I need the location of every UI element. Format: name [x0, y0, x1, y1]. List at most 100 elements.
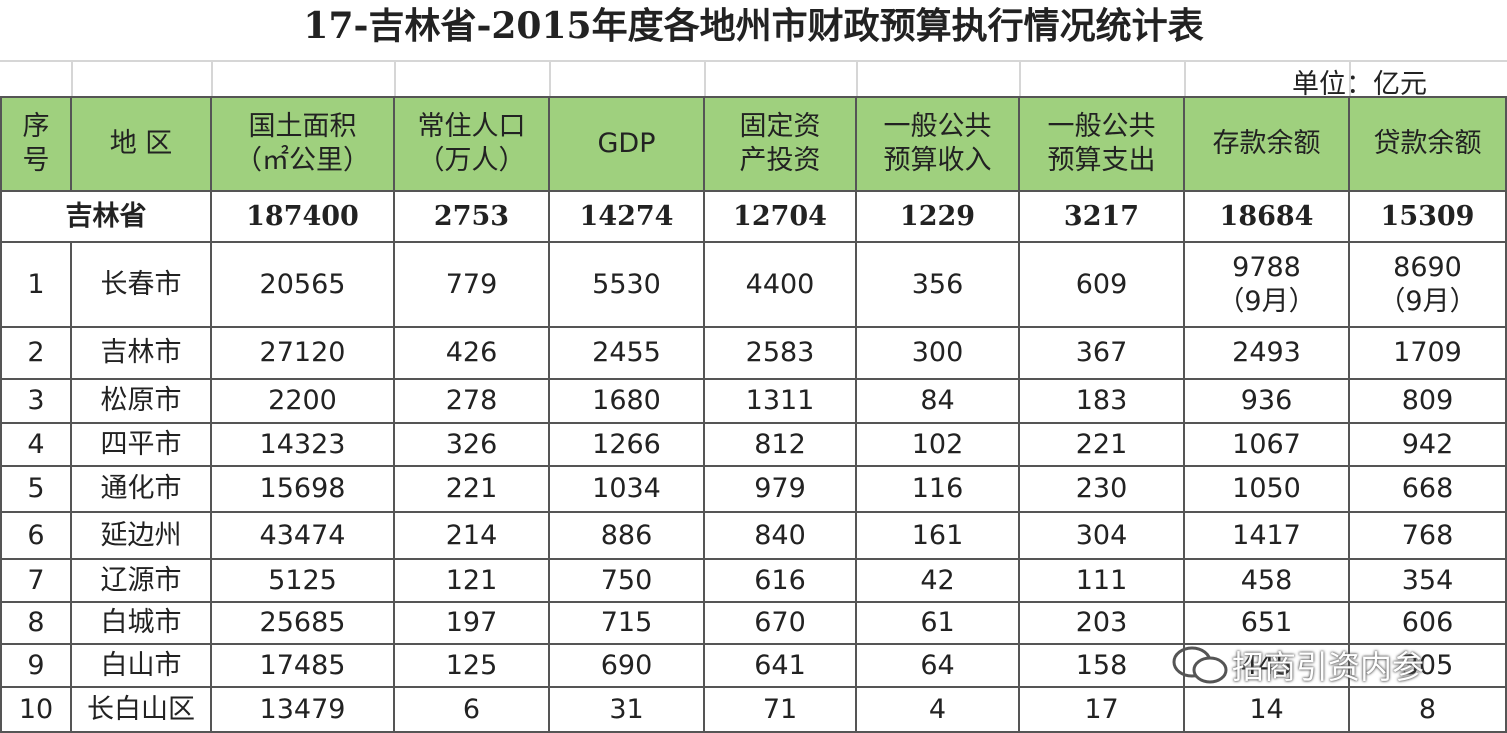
cell-text: GDP: [597, 128, 656, 160]
cell-text: 1034: [592, 473, 661, 505]
cell-text: 2493: [1232, 337, 1301, 369]
data-cell: 1417: [1185, 513, 1350, 560]
cell-text: 7: [27, 564, 45, 596]
data-cell: 668: [1350, 467, 1507, 513]
cell-text: 651: [1240, 607, 1293, 639]
sheet-gridline: [394, 60, 396, 98]
cell-text: 常住人口: [417, 111, 526, 143]
data-cell: 白城市: [72, 603, 212, 645]
cell-text: 4: [928, 693, 947, 725]
cell-text: 71: [762, 693, 798, 725]
data-cell: 15698: [212, 467, 395, 513]
data-cell: 5: [0, 467, 72, 513]
data-cell: 14: [1185, 688, 1350, 733]
cell-text: 5: [27, 473, 45, 505]
total-cell: 3217: [1020, 192, 1185, 243]
data-cell: 10: [0, 688, 72, 733]
cell-text: （9月）: [1217, 285, 1316, 317]
cell-text: 长白山区: [87, 693, 195, 725]
data-cell: 197: [395, 603, 550, 645]
data-cell: 125: [395, 645, 550, 688]
data-cell: 641: [705, 645, 857, 688]
data-cell: 43474: [212, 513, 395, 560]
cell-text: 161: [911, 519, 964, 551]
sheet-gridline: [211, 60, 213, 98]
total-cell: 14274: [550, 192, 705, 243]
data-cell: 长春市: [72, 243, 212, 328]
data-cell: 840: [705, 513, 857, 560]
data-cell: 354: [1350, 560, 1507, 603]
cell-text: 存款余额: [1212, 128, 1321, 160]
cell-text: 3: [27, 385, 45, 417]
cell-text: 942: [1401, 428, 1454, 460]
data-cell: 3: [0, 380, 72, 424]
data-cell: 8: [1350, 688, 1507, 733]
data-cell: 64: [857, 645, 1020, 688]
cell-text: 14323: [259, 428, 346, 460]
data-cell: 161: [857, 513, 1020, 560]
data-cell: 1067: [1185, 424, 1350, 467]
data-cell: 1050: [1185, 467, 1350, 513]
cell-text: 18684: [1219, 200, 1314, 232]
header-cell: 存款余额: [1185, 98, 1350, 192]
cell-text: 61: [920, 607, 955, 639]
data-cell: 71: [705, 688, 857, 733]
header-cell: 序号: [0, 98, 72, 192]
cell-text: 9: [27, 649, 45, 681]
data-cell: 367: [1020, 328, 1185, 380]
data-cell: 1311: [705, 380, 857, 424]
cell-text: 2: [27, 337, 45, 369]
cell-text: 17: [1084, 693, 1119, 725]
cell-text: 121: [445, 564, 498, 596]
cell-text: 国土面积: [248, 111, 357, 143]
data-cell: 5125: [212, 560, 395, 603]
cell-text: 13479: [259, 693, 346, 725]
data-cell: 606: [1350, 603, 1507, 645]
cell-text: 预算收入: [883, 145, 992, 176]
data-cell: 6: [395, 688, 550, 733]
cell-text: 183: [1075, 385, 1128, 417]
cell-text: 号: [22, 145, 50, 176]
cell-text: 27120: [259, 337, 346, 369]
data-cell: 979: [705, 467, 857, 513]
data-cell: 426: [395, 328, 550, 380]
data-cell: 214: [395, 513, 550, 560]
cell-text: 1067: [1232, 428, 1301, 460]
cell-text: 715: [600, 607, 653, 639]
data-cell: 158: [1020, 645, 1185, 688]
cell-text: 吉林省: [65, 200, 147, 232]
sheet-gridline: [549, 60, 551, 98]
data-cell: 84: [857, 380, 1020, 424]
cell-text: 8: [27, 607, 45, 639]
data-cell: 809: [1350, 380, 1507, 424]
cell-text: 304: [1075, 519, 1128, 551]
cell-text: 15309: [1380, 200, 1475, 232]
cell-text: 1050: [1232, 473, 1301, 505]
data-cell: 750: [550, 560, 705, 603]
cell-text: 305: [1401, 649, 1454, 681]
data-cell: 8690 （9月）: [1350, 243, 1507, 328]
data-cell: 779: [395, 243, 550, 328]
data-cell: 31: [550, 688, 705, 733]
cell-text: 通化市: [100, 473, 182, 505]
header-cell: 常住人口 （万人）: [395, 98, 550, 192]
cell-text: 641: [754, 649, 806, 681]
cell-text: 1709: [1393, 337, 1462, 369]
sheet-gridline: [0, 60, 1507, 62]
cell-text: 230: [1075, 473, 1128, 505]
data-cell: 670: [705, 603, 857, 645]
cell-text: 20565: [259, 268, 346, 300]
header-cell: GDP: [550, 98, 705, 192]
data-cell: 延边州: [72, 513, 212, 560]
table-title: 17-吉林省-2015年度各地州市财政预算执行情况统计表: [303, 5, 1204, 47]
cell-text: 300: [911, 337, 964, 369]
cell-text: 102: [911, 428, 964, 460]
data-cell: 942: [1350, 424, 1507, 467]
data-cell: 吉林市: [72, 328, 212, 380]
data-cell: 102: [857, 424, 1020, 467]
data-cell: 305: [1350, 645, 1507, 688]
data-cell: 458: [1185, 560, 1350, 603]
cell-text: 9788: [1232, 251, 1301, 283]
cell-text: 31: [609, 693, 644, 725]
